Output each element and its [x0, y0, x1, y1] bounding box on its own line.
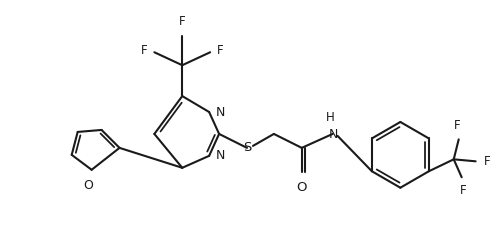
Text: N: N — [329, 128, 338, 141]
Text: F: F — [179, 15, 186, 28]
Text: O: O — [296, 181, 307, 194]
Text: N: N — [216, 106, 225, 118]
Text: O: O — [84, 179, 94, 192]
Text: F: F — [484, 155, 490, 168]
Text: F: F — [141, 44, 147, 57]
Text: F: F — [217, 44, 224, 57]
Text: N: N — [216, 149, 225, 162]
Text: F: F — [461, 184, 467, 197]
Text: S: S — [243, 141, 251, 154]
Text: F: F — [453, 119, 460, 132]
Text: H: H — [326, 111, 335, 124]
